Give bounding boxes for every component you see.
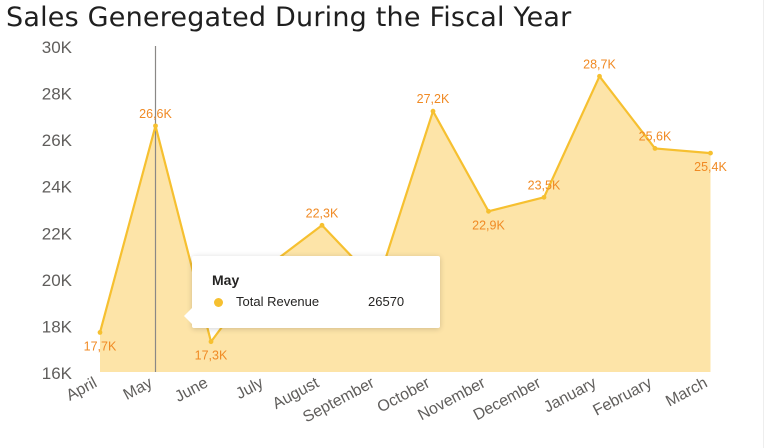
y-tick-label: 28K [42, 85, 73, 104]
data-point [430, 108, 436, 114]
data-point [708, 150, 713, 156]
x-tick-label: March [663, 375, 710, 411]
y-tick-label: 22K [42, 224, 73, 243]
y-tick-label: 20K [42, 271, 73, 290]
data-label: 17,7K [84, 339, 117, 353]
x-tick-label: June [172, 374, 211, 405]
data-point [208, 339, 214, 345]
y-axis: 16K 18K 20K 22K 24K 26K 28K 30K [42, 38, 73, 383]
visual-border [763, 0, 764, 448]
data-label: 26,6K [139, 107, 172, 121]
data-point [541, 194, 547, 200]
x-tick-label: July [233, 375, 266, 403]
data-labels: 17,7K 26,6K 17,3K 22,3K 27,2K 22,9K 23,5K 28,7K… [84, 57, 728, 362]
data-label: 22,3K [306, 206, 339, 220]
data-label: 23,5K [528, 178, 561, 192]
data-point [597, 73, 602, 79]
y-tick-label: 24K [42, 178, 73, 197]
x-tick-label: February [590, 375, 655, 420]
y-tick-label: 30K [42, 38, 73, 57]
x-tick-label: May [121, 375, 156, 404]
data-label: 25,6K [639, 129, 672, 143]
x-axis: April May June July AugustSeptemberOctoberNo… [64, 374, 711, 426]
tooltip-value: 26570 [368, 294, 405, 309]
tooltip-label: Total Revenue [236, 294, 320, 309]
data-label: 25,4K [694, 160, 727, 174]
y-tick-label: 18K [42, 317, 73, 336]
data-point [486, 208, 491, 214]
data-point [153, 123, 158, 129]
tooltip-legend-dot-icon [214, 298, 223, 307]
y-tick-label: 26K [42, 131, 73, 150]
data-label: 22,9K [472, 218, 505, 232]
data-label: 28,7K [583, 57, 616, 71]
y-tick-label: 16K [42, 364, 73, 383]
data-point [97, 330, 103, 335]
x-tick-label: January [541, 375, 599, 417]
tooltip-title: May [212, 272, 240, 288]
data-label: 17,3K [195, 349, 228, 363]
data-point [652, 146, 658, 151]
data-point [319, 222, 325, 228]
tooltip: May Total Revenue 26570 [184, 256, 440, 328]
data-label: 27,2K [417, 92, 450, 106]
chart-title: Sales Generegated During the Fiscal Year [6, 2, 572, 33]
